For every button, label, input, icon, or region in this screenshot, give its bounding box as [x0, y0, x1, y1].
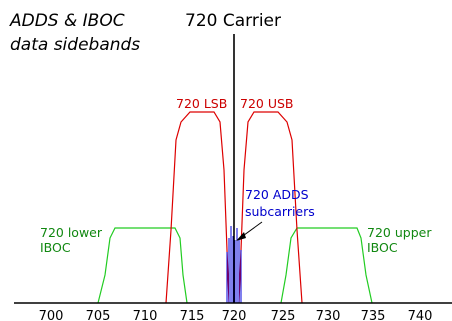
lower-iboc-band — [97, 227, 188, 304]
x-tick-label: 700 — [39, 309, 64, 321]
adds-pointer-arrowhead — [236, 232, 246, 241]
x-tick-label: 705 — [86, 309, 111, 321]
upper-iboc-label-line-1: 720 upper — [367, 225, 432, 240]
upper-iboc-band — [280, 227, 373, 304]
lower-iboc-label-line-1: 720 lower — [40, 225, 103, 240]
diagram-title-line-2: data sidebands — [10, 35, 140, 55]
upper-sideband — [238, 111, 303, 304]
x-tick-label: 710 — [133, 309, 158, 321]
x-tick-label: 720 — [222, 309, 247, 321]
x-tick-labels: 700 705 710 715 720 725 730 735 740 — [39, 309, 433, 321]
x-tick-label: 715 — [180, 309, 205, 321]
adds-subcarriers — [226, 226, 242, 303]
x-tick-label: 730 — [316, 309, 341, 321]
diagram-title-line-1: ADDS & IBOC — [9, 11, 125, 31]
x-tick-label: 725 — [271, 309, 296, 321]
carrier-title: 720 Carrier — [185, 11, 281, 31]
lsb-label: 720 LSB — [176, 96, 227, 111]
usb-label: 720 USB — [240, 96, 294, 111]
lower-iboc-label-line-2: IBOC — [40, 240, 71, 255]
x-tick-label: 740 — [408, 309, 433, 321]
upper-iboc-label-line-2: IBOC — [367, 240, 398, 255]
x-tick-label: 735 — [361, 309, 386, 321]
adds-label-line-1: 720 ADDS — [245, 187, 309, 202]
adds-label-line-2: subcarriers — [245, 204, 315, 219]
lower-sideband — [165, 111, 230, 304]
